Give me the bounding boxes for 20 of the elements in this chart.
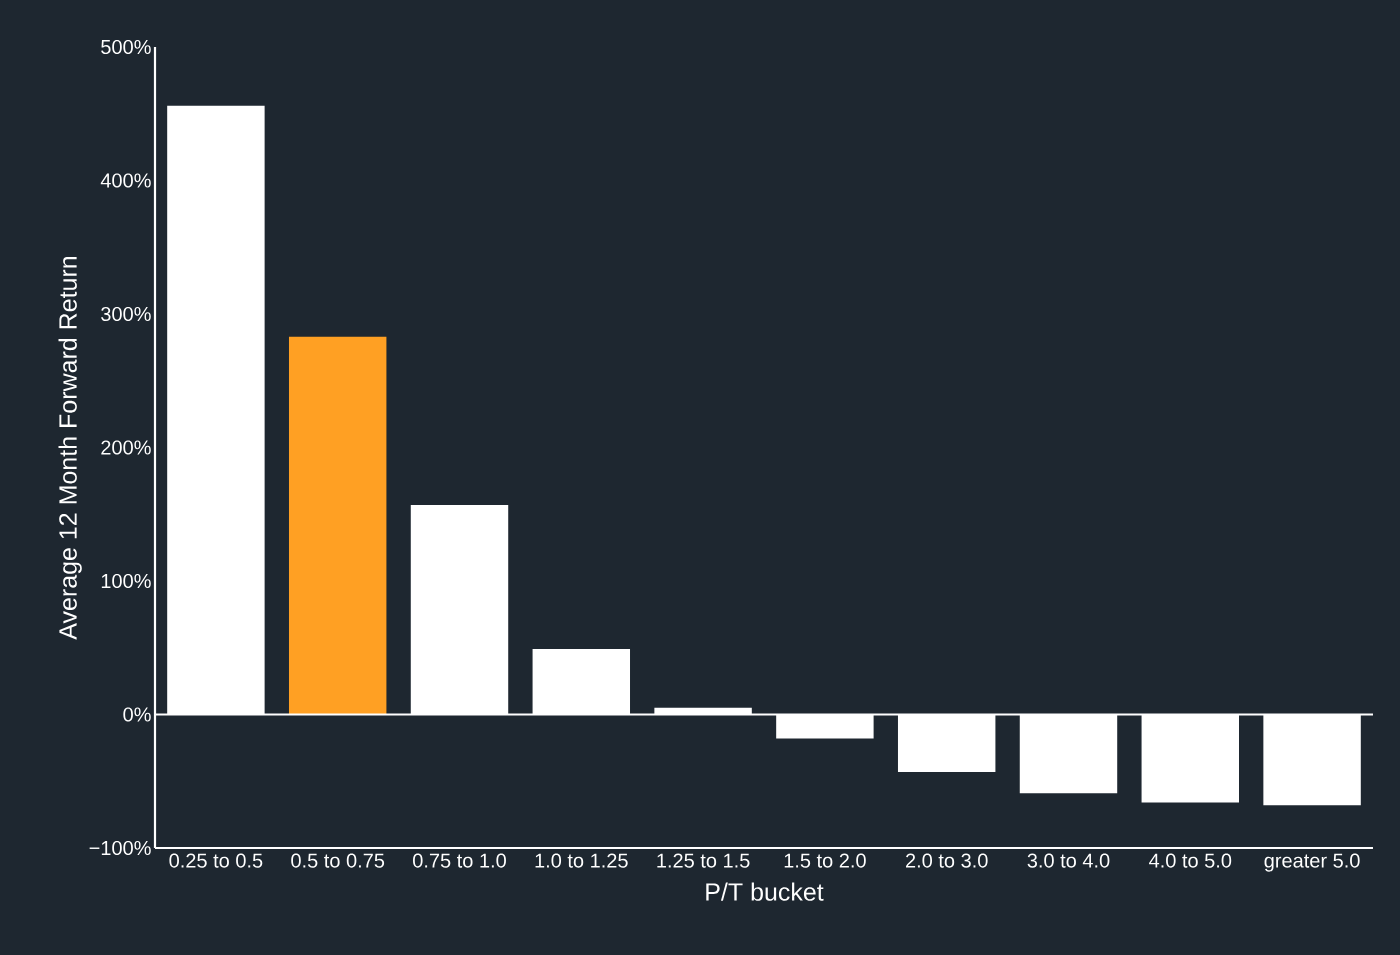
x-tick-label: 2.0 to 3.0 (905, 853, 988, 868)
y-tick-label: 100% (101, 573, 151, 589)
y-tick-label: 500% (101, 39, 151, 55)
x-tick-label: 1.0 to 1.25 (535, 853, 628, 868)
y-tick-label: 400% (100, 173, 151, 188)
x-tick-label: 4.0 to 5.0 (1149, 853, 1232, 868)
y-tick-label: 300% (101, 306, 151, 322)
x-tick-label: 3.0 to 4.0 (1027, 853, 1110, 868)
y-tick-label: 200% (101, 440, 151, 455)
x-tick-label: 1.5 to 2.0 (784, 853, 866, 868)
x-tick-label: 1.25 to 1.5 (657, 853, 750, 868)
x-tick-label: 0.25 to 0.5 (169, 853, 263, 868)
bar (288, 336, 387, 715)
x-tick-label: 0.5 to 0.75 (291, 853, 385, 868)
x-axis-title: P/T bucket (706, 882, 824, 901)
y-tick-label: 0% (123, 707, 151, 722)
y-tick-label: −100% (89, 840, 151, 856)
y-axis-title: Average 12 Month Forward Return (58, 256, 82, 640)
x-tick-label: greater 5.0 (1264, 853, 1360, 872)
x-tick-label: 0.75 to 1.0 (413, 853, 506, 868)
